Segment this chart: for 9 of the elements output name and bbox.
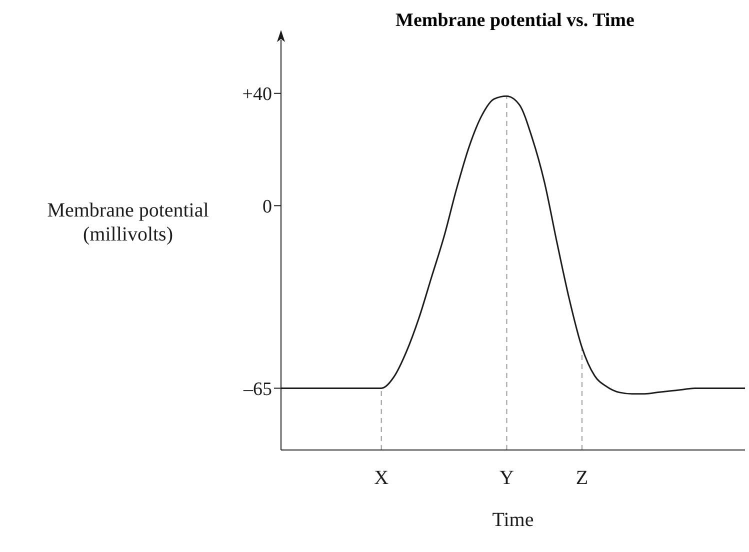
y-tick-label: 0	[262, 196, 272, 218]
x-axis-title: Time	[492, 509, 534, 531]
chart-title: Membrane potential vs. Time	[394, 9, 636, 33]
y-axis-title: Membrane potential (millivolts)	[47, 199, 210, 246]
x-tick-label: Y	[500, 467, 514, 490]
x-tick-label: X	[374, 467, 390, 490]
y-tick-label: +40	[242, 84, 272, 106]
x-tick-label: Z	[576, 467, 588, 490]
y-tick-label: –65	[242, 378, 272, 400]
